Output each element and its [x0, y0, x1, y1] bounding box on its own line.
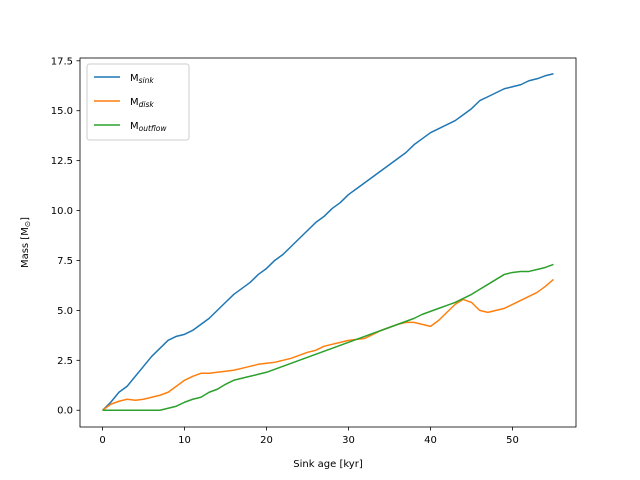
y-axis-label-text: Mass [M [20, 227, 31, 268]
legend-box [86, 63, 190, 141]
x-axis-label: Sink age [kyr] [293, 459, 363, 470]
x-tick-label: 10 [178, 435, 191, 446]
series-layer [102, 73, 554, 411]
legend-label-subscript: outflow [139, 124, 168, 133]
y-tick-label: 17.5 [51, 56, 73, 67]
y-axis-label-close: ] [20, 217, 31, 221]
y-tick-label: 0.0 [57, 406, 73, 417]
x-tick-label: 40 [424, 435, 437, 446]
x-tick-label: 0 [99, 435, 105, 446]
legend-label-disk: Mdisk [130, 97, 154, 109]
legend-label-base: M [130, 121, 139, 132]
legend-label-outflow: Moutflow [130, 121, 167, 133]
x-tick-label: 20 [260, 435, 273, 446]
series-line-disk [102, 278, 554, 411]
series-line-sink [102, 73, 554, 411]
y-tick-label: 2.5 [57, 356, 73, 367]
legend-label-base: M [130, 73, 139, 84]
x-tick-label: 50 [506, 435, 519, 446]
y-tick-label: 12.5 [51, 156, 73, 167]
y-tick-label: 7.5 [57, 256, 73, 267]
y-axis-label-sun-symbol: ⊙ [23, 221, 32, 227]
y-tick-label: 10.0 [51, 206, 73, 217]
ticks-layer: 0 10 20 30 40 50 0.0 2.5 5.0 7.5 10.0 12.5 15.0 17.5 [51, 56, 519, 446]
series-line-outflow [102, 263, 554, 411]
legend-label-subscript: disk [139, 100, 155, 109]
legend-label-subscript: sink [139, 76, 155, 85]
y-axis-label: Mass [M⊙] [20, 217, 32, 268]
x-tick-label: 30 [342, 435, 355, 446]
y-tick-label: 15.0 [51, 106, 73, 117]
legend-label-base: M [130, 97, 139, 108]
legend-label-sink: Msink [130, 73, 154, 85]
y-tick-label: 5.0 [57, 306, 73, 317]
